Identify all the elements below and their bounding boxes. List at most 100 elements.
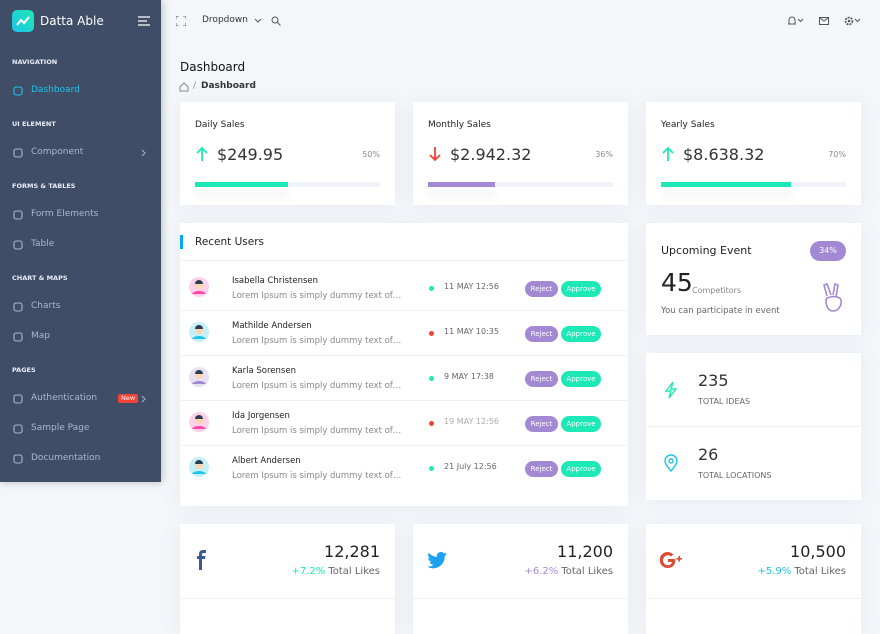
divider (180, 310, 628, 311)
progress-bar (661, 182, 791, 187)
user-avatar (189, 322, 209, 342)
sales-percent: 36% (595, 150, 613, 159)
nav-item[interactable]: Component (12, 143, 152, 163)
sales-percent: 50% (362, 150, 380, 159)
divider (180, 260, 628, 261)
card-title: Recent Users (195, 236, 265, 248)
divider (180, 445, 628, 446)
location-icon (664, 454, 678, 472)
approve-button[interactable]: Approve (561, 416, 601, 432)
social-label: Total Likes (561, 566, 613, 577)
approve-button[interactable]: Approve (561, 371, 601, 387)
sales-card: Daily Sales $249.95 50% (180, 102, 395, 205)
nav-item[interactable]: Authentication New (12, 389, 152, 409)
sales-amount: $2.942.32 (450, 145, 532, 164)
nav-icon (13, 332, 23, 342)
progress-track (195, 182, 380, 187)
status-dot (429, 376, 434, 381)
nav-icon (13, 302, 23, 312)
sales-card: Monthly Sales $2.942.32 36% (413, 102, 628, 205)
approve-button[interactable]: Approve (561, 461, 601, 477)
nav-caret (141, 149, 146, 157)
user-row: Isabella Christensen Lorem Ipsum is simpl… (180, 265, 628, 311)
nav-label: Component (31, 147, 84, 157)
social-count: 11,200 (557, 542, 613, 561)
nav-label: Dashboard (31, 85, 80, 95)
event-count: 45 (661, 268, 693, 297)
nav-label: Form Elements (31, 209, 99, 219)
nav-item[interactable]: Table (12, 235, 152, 255)
status-dot (429, 286, 434, 291)
user-avatar (189, 457, 209, 477)
approve-button[interactable]: Approve (561, 281, 601, 297)
nav-item[interactable]: Form Elements (12, 205, 152, 225)
user-name: Isabella Christensen (232, 276, 319, 286)
victory-icon (823, 282, 842, 312)
sales-amount: $249.95 (217, 145, 284, 164)
divider (180, 355, 628, 356)
menu-toggle[interactable] (138, 16, 150, 26)
reject-button[interactable]: Reject (525, 326, 558, 342)
nav-caret (141, 395, 146, 403)
upcoming-event-card: Upcoming Event 34% 45 Competitors You ca… (646, 223, 861, 335)
user-date: 11 MAY 12:56 (444, 282, 499, 291)
nav-icon (13, 240, 23, 250)
divider (180, 598, 395, 599)
user-date: 19 MAY 12:56 (444, 417, 499, 426)
reject-button[interactable]: Reject (525, 461, 558, 477)
status-dot (429, 421, 434, 426)
sales-card: Yearly Sales $8.638.32 70% (646, 102, 861, 205)
home-icon[interactable] (179, 82, 189, 92)
brand-name: Datta Able (40, 14, 104, 28)
nav-label: Charts (31, 301, 61, 311)
user-date: 9 MAY 17:38 (444, 372, 494, 381)
reject-button[interactable]: Reject (525, 371, 558, 387)
social-count: 12,281 (324, 542, 380, 561)
progress-bar (428, 182, 495, 187)
nav-item[interactable]: Charts (12, 297, 152, 317)
approve-button[interactable]: Approve (561, 326, 601, 342)
event-count-label: Competitors (692, 286, 742, 295)
divider (646, 598, 861, 599)
user-name: Karla Sorensen (232, 366, 296, 376)
search-icon[interactable] (271, 16, 281, 26)
user-row: Ida Jorgensen Lorem Ipsum is simply dummy… (180, 400, 628, 446)
recent-users-card: Recent Users Isabella Christensen Lorem I… (180, 223, 628, 506)
nav-icon (13, 148, 23, 158)
nav-icon (13, 210, 23, 220)
logo-icon (16, 16, 30, 26)
nav-section-title: FORMS & TABLES (12, 182, 76, 190)
notification-icon[interactable] (786, 16, 804, 26)
topbar-dropdown[interactable]: Dropdown (202, 15, 248, 25)
brand-logo (12, 10, 34, 32)
event-title: Upcoming Event (661, 244, 752, 257)
social-label: Total Likes (794, 566, 846, 577)
sales-title: Daily Sales (195, 120, 245, 130)
nav-label: Sample Page (31, 423, 90, 433)
social-label: Total Likes (328, 566, 380, 577)
nav-item[interactable]: Documentation (12, 449, 152, 469)
social-card: 10,500 Total Likes +5.9% (646, 524, 861, 634)
mail-icon[interactable] (819, 16, 829, 26)
social-change: +5.9% (757, 566, 792, 577)
reject-button[interactable]: Reject (525, 281, 558, 297)
social-change: +7.2% (291, 566, 326, 577)
nav-item[interactable]: Map (12, 327, 152, 347)
progress-bar (195, 182, 288, 187)
status-dot (429, 331, 434, 336)
dropdown-caret (254, 18, 262, 23)
user-name: Ida Jorgensen (232, 411, 290, 421)
user-text: Lorem Ipsum is simply dummy text of… (232, 336, 402, 346)
nav-item[interactable]: Dashboard (12, 81, 152, 101)
reject-button[interactable]: Reject (525, 416, 558, 432)
fullscreen-icon[interactable] (176, 16, 186, 26)
user-name: Albert Andersen (232, 456, 301, 466)
user-text: Lorem Ipsum is simply dummy text of… (232, 291, 402, 301)
sales-amount: $8.638.32 (683, 145, 765, 164)
social-card: 12,281 Total Likes +7.2% (180, 524, 395, 634)
settings-icon[interactable] (844, 16, 862, 26)
user-avatar (189, 412, 209, 432)
nav-item[interactable]: Sample Page (12, 419, 152, 439)
page-title: Dashboard (180, 60, 246, 74)
user-name: Mathilde Andersen (232, 321, 312, 331)
